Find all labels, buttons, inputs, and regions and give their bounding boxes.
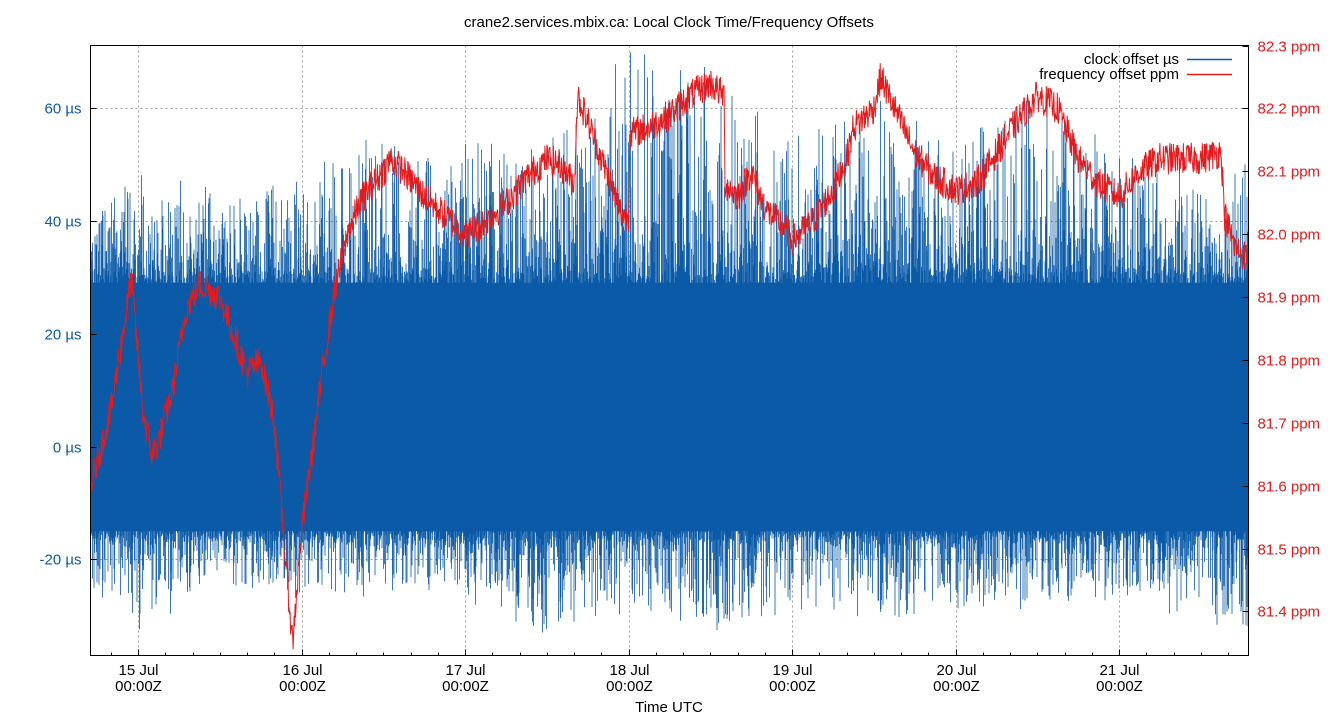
x-tick-day-label: 16 Jul <box>282 662 322 679</box>
left-tick-label: 0 µs <box>53 440 82 457</box>
x-tick-time-label: 00:00Z <box>606 678 653 695</box>
legend-clock-offset-label: clock offset µs <box>1084 51 1179 68</box>
right-tick-label: 81.4 ppm <box>1258 604 1321 621</box>
ticks-layer: -20 µs 0 µs 20 µs 40 µs 60 µs 81.4 ppm 81.5 pp… <box>40 39 1321 696</box>
x-tick-time-label: 00:00Z <box>1096 678 1143 695</box>
x-tick-time-label: 00:00Z <box>442 678 489 695</box>
plot-frame <box>90 45 1249 656</box>
x-tick-day-label: 20 Jul <box>936 662 976 679</box>
right-tick-label: 81.8 ppm <box>1258 353 1321 370</box>
x-tick-day-label: 17 Jul <box>445 662 485 679</box>
chart-title: crane2.services.mbix.ca: Local Clock Tim… <box>464 14 874 31</box>
x-tick-time-label: 00:00Z <box>769 678 816 695</box>
x-tick-time-label: 00:00Z <box>279 678 326 695</box>
legend-frequency-offset-label: frequency offset ppm <box>1039 66 1179 83</box>
right-tick-label: 81.6 ppm <box>1258 479 1321 496</box>
right-tick-label: 81.7 ppm <box>1258 416 1321 433</box>
left-tick-label: 60 µs <box>45 101 82 118</box>
right-tick-label: 81.9 ppm <box>1258 290 1321 307</box>
x-tick-day-label: 21 Jul <box>1099 662 1139 679</box>
right-tick-label: 82.3 ppm <box>1258 39 1321 56</box>
x-tick-day-label: 15 Jul <box>118 662 158 679</box>
x-tick-day-label: 19 Jul <box>772 662 812 679</box>
left-tick-label: -20 µs <box>40 552 82 569</box>
x-tick-time-label: 00:00Z <box>115 678 162 695</box>
right-tick-label: 81.5 ppm <box>1258 542 1321 559</box>
frequency-offset-line <box>90 63 1249 650</box>
x-tick-day-label: 18 Jul <box>609 662 649 679</box>
x-axis-label: Time UTC <box>635 699 703 716</box>
legend: clock offset µs frequency offset ppm <box>1039 51 1232 83</box>
right-tick-label: 82.2 ppm <box>1258 101 1321 118</box>
x-tick-time-label: 00:00Z <box>933 678 980 695</box>
clock-offset-series <box>90 52 1249 633</box>
right-tick-label: 82.0 ppm <box>1258 227 1321 244</box>
left-tick-label: 20 µs <box>45 327 82 344</box>
right-tick-label: 82.1 ppm <box>1258 164 1321 181</box>
frequency-offset-series <box>90 63 1249 650</box>
left-tick-label: 40 µs <box>45 214 82 231</box>
